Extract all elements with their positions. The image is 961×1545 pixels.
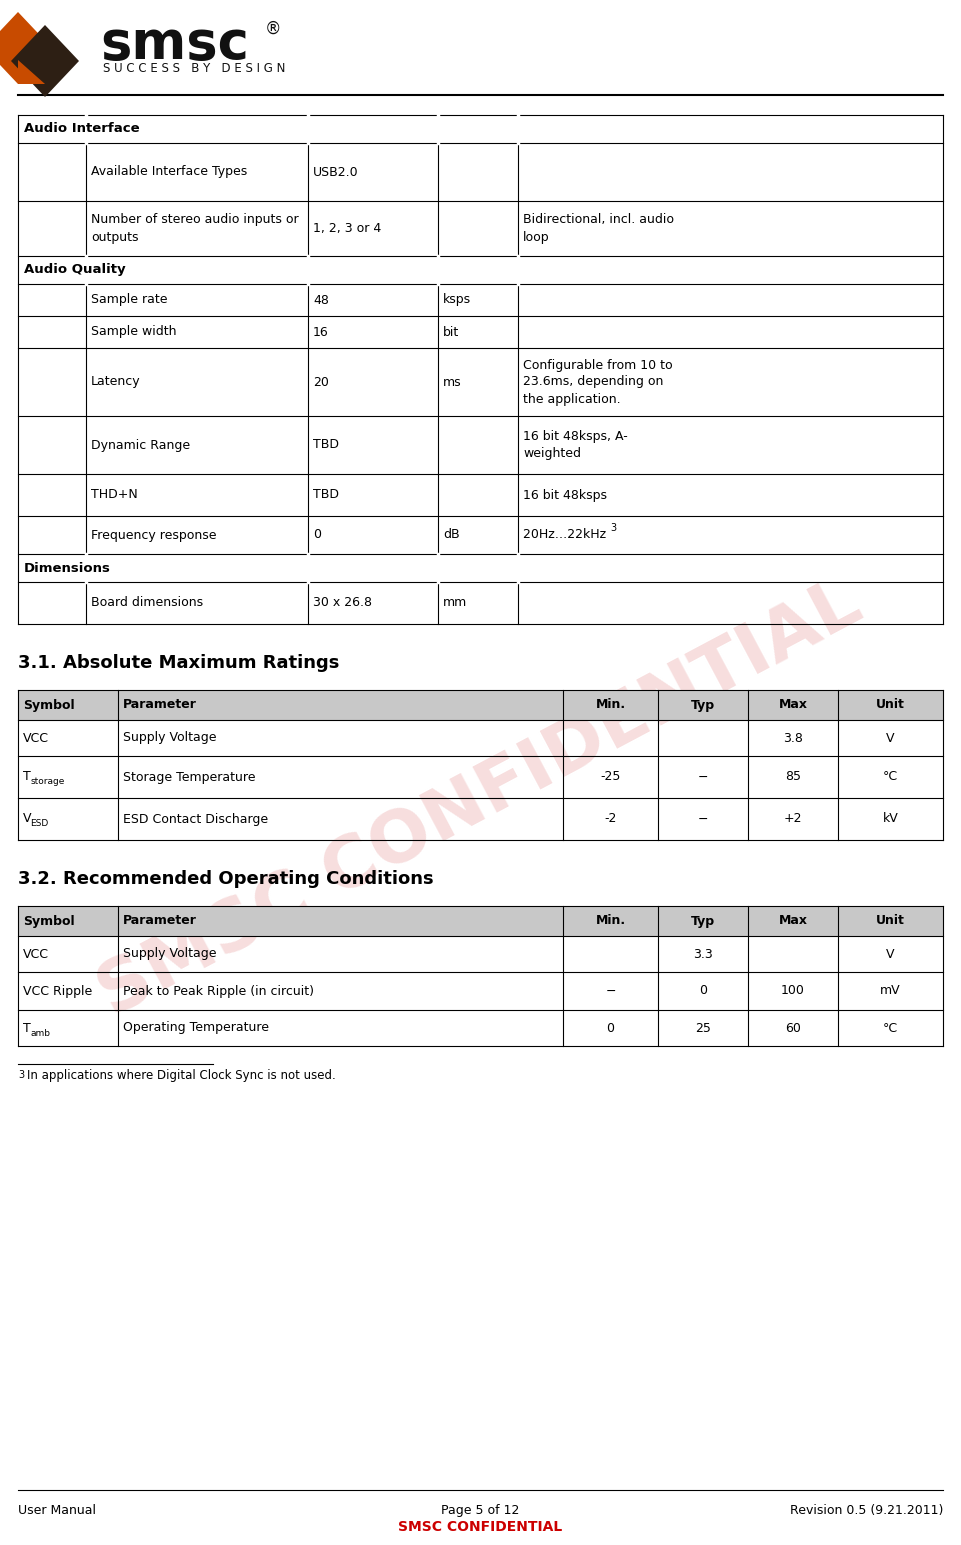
Text: smsc: smsc xyxy=(100,19,249,70)
Text: -2: -2 xyxy=(604,813,617,825)
Text: SMSC CONFIDENTIAL: SMSC CONFIDENTIAL xyxy=(87,569,873,1031)
Bar xyxy=(18,691,943,720)
Text: Available Interface Types: Available Interface Types xyxy=(91,165,247,179)
Text: Number of stereo audio inputs or
outputs: Number of stereo audio inputs or outputs xyxy=(91,213,299,244)
Text: amb: amb xyxy=(30,1029,50,1038)
Text: ms: ms xyxy=(443,375,461,388)
Text: T: T xyxy=(23,771,31,783)
Text: Frequency response: Frequency response xyxy=(91,528,216,541)
Text: TBD: TBD xyxy=(313,439,339,451)
Text: Storage Temperature: Storage Temperature xyxy=(123,771,256,783)
Text: V: V xyxy=(886,731,895,745)
Text: SMSC CONFIDENTIAL: SMSC CONFIDENTIAL xyxy=(398,1520,562,1534)
Text: 3: 3 xyxy=(18,1071,24,1080)
Bar xyxy=(18,905,943,936)
Text: ®: ® xyxy=(265,20,282,39)
Text: Configurable from 10 to
23.6ms, depending on
the application.: Configurable from 10 to 23.6ms, dependin… xyxy=(523,358,673,405)
Text: °C: °C xyxy=(883,771,899,783)
Polygon shape xyxy=(18,60,45,83)
Text: Board dimensions: Board dimensions xyxy=(91,596,203,609)
Text: +2: +2 xyxy=(784,813,802,825)
Text: Latency: Latency xyxy=(91,375,140,388)
Text: Supply Voltage: Supply Voltage xyxy=(123,731,216,745)
Text: Unit: Unit xyxy=(876,698,905,712)
Text: −: − xyxy=(605,984,616,998)
Text: User Manual: User Manual xyxy=(18,1503,96,1517)
Text: 16 bit 48ksps, A-
weighted: 16 bit 48ksps, A- weighted xyxy=(523,430,628,460)
Text: Min.: Min. xyxy=(596,698,626,712)
Text: Dynamic Range: Dynamic Range xyxy=(91,439,190,451)
Text: Sample width: Sample width xyxy=(91,326,177,338)
Polygon shape xyxy=(0,12,52,83)
Text: Unit: Unit xyxy=(876,915,905,927)
Text: 16: 16 xyxy=(313,326,329,338)
Text: Dimensions: Dimensions xyxy=(24,561,111,575)
Text: 3: 3 xyxy=(610,524,616,533)
Text: bit: bit xyxy=(443,326,459,338)
Text: V: V xyxy=(23,813,32,825)
Text: THD+N: THD+N xyxy=(91,488,137,502)
Text: Max: Max xyxy=(778,698,807,712)
Text: storage: storage xyxy=(30,777,64,786)
Text: Page 5 of 12: Page 5 of 12 xyxy=(441,1503,519,1517)
Text: -25: -25 xyxy=(601,771,621,783)
Polygon shape xyxy=(11,25,79,97)
Text: 100: 100 xyxy=(781,984,805,998)
Text: V: V xyxy=(886,947,895,961)
Text: ksps: ksps xyxy=(443,294,471,306)
Text: 1, 2, 3 or 4: 1, 2, 3 or 4 xyxy=(313,222,382,235)
Text: 3.2. Recommended Operating Conditions: 3.2. Recommended Operating Conditions xyxy=(18,870,433,888)
Text: In applications where Digital Clock Sync is not used.: In applications where Digital Clock Sync… xyxy=(27,1069,335,1081)
Text: Revision 0.5 (9.21.2011): Revision 0.5 (9.21.2011) xyxy=(790,1503,943,1517)
Text: S U C C E S S   B Y   D E S I G N: S U C C E S S B Y D E S I G N xyxy=(103,62,285,76)
Text: kV: kV xyxy=(882,813,899,825)
Text: −: − xyxy=(698,813,708,825)
Text: 0: 0 xyxy=(699,984,707,998)
Text: 30 x 26.8: 30 x 26.8 xyxy=(313,596,372,609)
Text: °C: °C xyxy=(883,1021,899,1035)
Text: Audio Interface: Audio Interface xyxy=(24,122,139,136)
Text: Parameter: Parameter xyxy=(123,915,197,927)
Text: Parameter: Parameter xyxy=(123,698,197,712)
Text: 3.3: 3.3 xyxy=(693,947,713,961)
Text: Operating Temperature: Operating Temperature xyxy=(123,1021,269,1035)
Text: Peak to Peak Ripple (in circuit): Peak to Peak Ripple (in circuit) xyxy=(123,984,314,998)
Text: Typ: Typ xyxy=(691,698,715,712)
Text: Symbol: Symbol xyxy=(23,915,75,927)
Text: −: − xyxy=(698,771,708,783)
Text: Sample rate: Sample rate xyxy=(91,294,167,306)
Text: 20: 20 xyxy=(313,375,329,388)
Text: Max: Max xyxy=(778,915,807,927)
Text: 0: 0 xyxy=(606,1021,614,1035)
Text: Typ: Typ xyxy=(691,915,715,927)
Text: TBD: TBD xyxy=(313,488,339,502)
Text: 20Hz…22kHz: 20Hz…22kHz xyxy=(523,528,610,541)
Text: USB2.0: USB2.0 xyxy=(313,165,358,179)
Text: 3.1. Absolute Maximum Ratings: 3.1. Absolute Maximum Ratings xyxy=(18,654,339,672)
Text: dB: dB xyxy=(443,528,459,541)
Text: 85: 85 xyxy=(785,771,801,783)
Text: Supply Voltage: Supply Voltage xyxy=(123,947,216,961)
Text: VCC: VCC xyxy=(23,731,49,745)
Text: VCC Ripple: VCC Ripple xyxy=(23,984,92,998)
Text: mm: mm xyxy=(443,596,467,609)
Text: 16 bit 48ksps: 16 bit 48ksps xyxy=(523,488,607,502)
Text: Bidirectional, incl. audio
loop: Bidirectional, incl. audio loop xyxy=(523,213,674,244)
Text: 25: 25 xyxy=(695,1021,711,1035)
Text: 3.8: 3.8 xyxy=(783,731,803,745)
Text: 0: 0 xyxy=(313,528,321,541)
Text: ESD: ESD xyxy=(30,819,48,828)
Text: T: T xyxy=(23,1021,31,1035)
Text: Min.: Min. xyxy=(596,915,626,927)
Text: mV: mV xyxy=(880,984,900,998)
Text: 60: 60 xyxy=(785,1021,801,1035)
Text: Audio Quality: Audio Quality xyxy=(24,264,126,277)
Text: 48: 48 xyxy=(313,294,329,306)
Text: ESD Contact Discharge: ESD Contact Discharge xyxy=(123,813,268,825)
Text: VCC: VCC xyxy=(23,947,49,961)
Text: Symbol: Symbol xyxy=(23,698,75,712)
